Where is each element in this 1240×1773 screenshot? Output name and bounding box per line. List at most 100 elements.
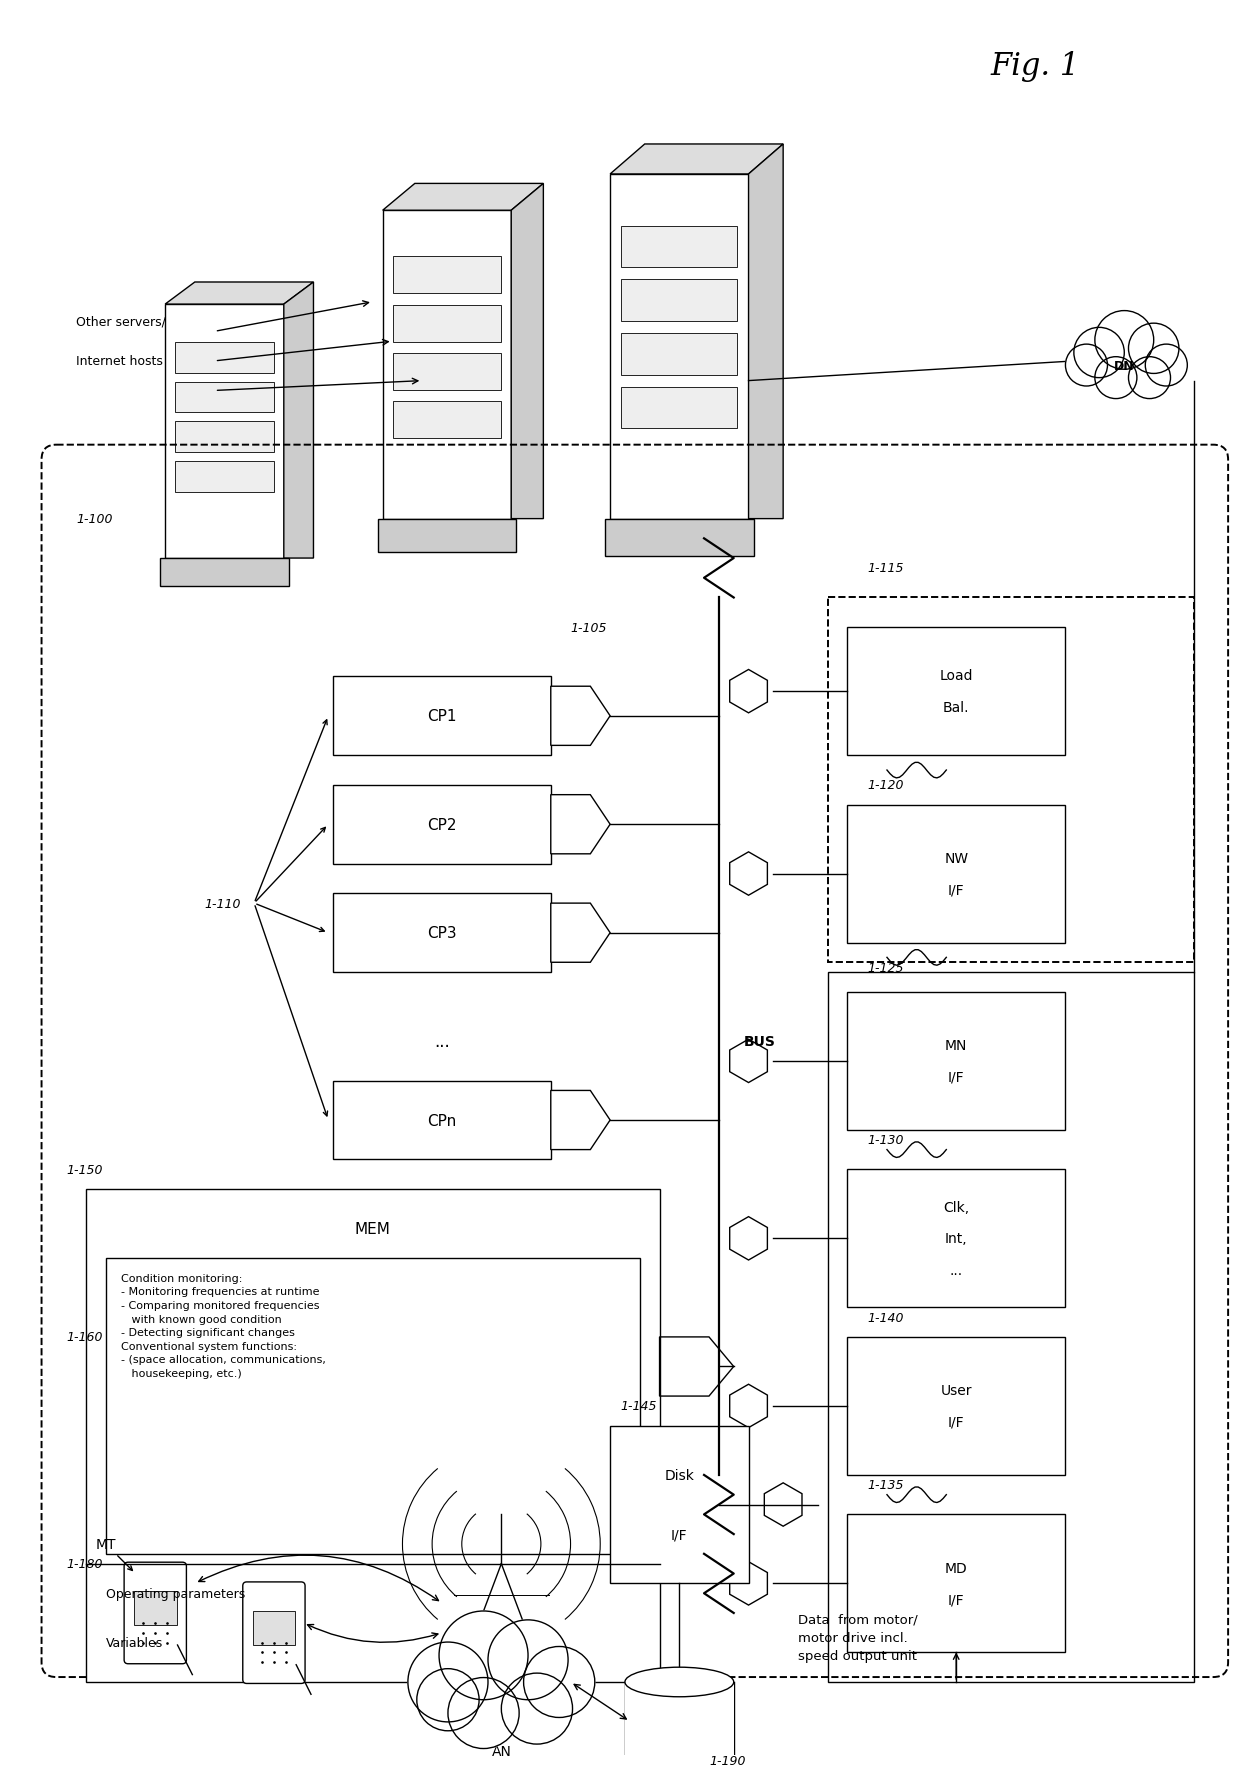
Circle shape [501,1674,573,1745]
Text: NW: NW [944,851,968,865]
Text: 1-135: 1-135 [867,1479,904,1491]
FancyBboxPatch shape [621,388,738,429]
FancyBboxPatch shape [393,257,501,294]
FancyBboxPatch shape [175,383,274,413]
FancyBboxPatch shape [383,211,511,519]
FancyBboxPatch shape [393,305,501,342]
Circle shape [439,1612,528,1700]
FancyBboxPatch shape [847,628,1065,755]
FancyBboxPatch shape [86,1190,660,1683]
Text: CP1: CP1 [428,709,456,723]
Text: Load: Load [940,668,973,683]
Text: MT: MT [95,1537,117,1551]
Circle shape [1074,328,1125,378]
Text: 1-120: 1-120 [867,778,904,793]
FancyBboxPatch shape [377,519,516,553]
FancyBboxPatch shape [334,1082,551,1160]
Text: 1-180: 1-180 [66,1557,103,1571]
Text: MEM: MEM [355,1222,391,1236]
Circle shape [448,1677,520,1748]
Text: I/F: I/F [947,1071,965,1083]
Text: 1-100: 1-100 [76,512,113,527]
FancyBboxPatch shape [124,1562,186,1663]
FancyBboxPatch shape [160,558,289,587]
FancyBboxPatch shape [334,785,551,863]
Circle shape [489,1621,568,1700]
FancyBboxPatch shape [621,227,738,268]
Text: 1-145: 1-145 [620,1399,656,1413]
FancyBboxPatch shape [393,353,501,390]
FancyBboxPatch shape [847,805,1065,943]
FancyBboxPatch shape [610,1425,749,1583]
Text: 1-190: 1-190 [709,1753,745,1768]
Text: Disk: Disk [665,1468,694,1482]
Text: DN: DN [1114,360,1135,372]
Polygon shape [511,184,543,519]
Polygon shape [383,184,543,211]
Ellipse shape [422,1638,582,1727]
FancyBboxPatch shape [847,1337,1065,1475]
Text: 1-115: 1-115 [867,562,904,574]
Text: CP3: CP3 [428,926,456,941]
FancyBboxPatch shape [165,305,284,558]
Text: Int,: Int, [945,1232,967,1246]
Text: I/F: I/F [947,883,965,897]
Ellipse shape [625,1755,734,1773]
FancyBboxPatch shape [253,1610,295,1645]
Circle shape [523,1647,595,1718]
Polygon shape [551,1090,610,1151]
FancyBboxPatch shape [847,1170,1065,1308]
Circle shape [1128,358,1171,399]
Text: MN: MN [945,1039,967,1053]
Text: Variables: Variables [105,1636,164,1649]
Text: ...: ... [950,1262,962,1277]
Circle shape [1065,346,1107,387]
Text: I/F: I/F [671,1527,688,1541]
Text: 1-105: 1-105 [570,621,608,635]
FancyBboxPatch shape [134,1590,176,1626]
Polygon shape [165,284,314,305]
Polygon shape [551,904,610,963]
FancyBboxPatch shape [334,894,551,973]
FancyBboxPatch shape [393,401,501,438]
Circle shape [1128,324,1179,374]
FancyBboxPatch shape [605,519,754,557]
Circle shape [417,1668,479,1730]
FancyBboxPatch shape [625,1683,734,1771]
Text: 1-150: 1-150 [66,1163,103,1175]
Text: Bal.: Bal. [942,700,970,715]
Polygon shape [551,686,610,746]
Circle shape [1095,312,1153,371]
Polygon shape [610,145,784,176]
Text: Condition monitoring:
- Monitoring frequencies at runtime
- Comparing monitored : Condition monitoring: - Monitoring frequ… [120,1273,326,1378]
FancyBboxPatch shape [175,342,274,374]
Text: 1-130: 1-130 [867,1133,904,1147]
Text: CP2: CP2 [428,817,456,832]
Polygon shape [749,145,784,519]
Text: Internet hosts: Internet hosts [76,355,162,369]
FancyBboxPatch shape [175,461,274,493]
Text: 1-160: 1-160 [66,1332,103,1344]
Text: BUS: BUS [744,1035,775,1048]
Text: User: User [940,1383,972,1397]
FancyBboxPatch shape [334,677,551,755]
FancyBboxPatch shape [243,1582,305,1684]
Polygon shape [284,284,314,558]
FancyBboxPatch shape [847,993,1065,1129]
Text: Fig. 1: Fig. 1 [991,51,1080,82]
FancyBboxPatch shape [847,1514,1065,1652]
Circle shape [1095,358,1137,399]
Text: Other servers/: Other servers/ [76,316,166,328]
Circle shape [1146,346,1188,387]
Text: I/F: I/F [947,1592,965,1606]
Circle shape [408,1642,489,1722]
Ellipse shape [1074,337,1174,387]
Text: I/F: I/F [947,1415,965,1429]
Text: MD: MD [945,1560,967,1574]
FancyBboxPatch shape [621,280,738,321]
FancyBboxPatch shape [610,176,749,519]
Text: Data  from motor/
motor drive incl.
speed output unit: Data from motor/ motor drive incl. speed… [799,1613,918,1661]
Ellipse shape [625,1667,734,1697]
Text: 1-125: 1-125 [867,961,904,973]
Text: 1-110: 1-110 [205,897,242,910]
